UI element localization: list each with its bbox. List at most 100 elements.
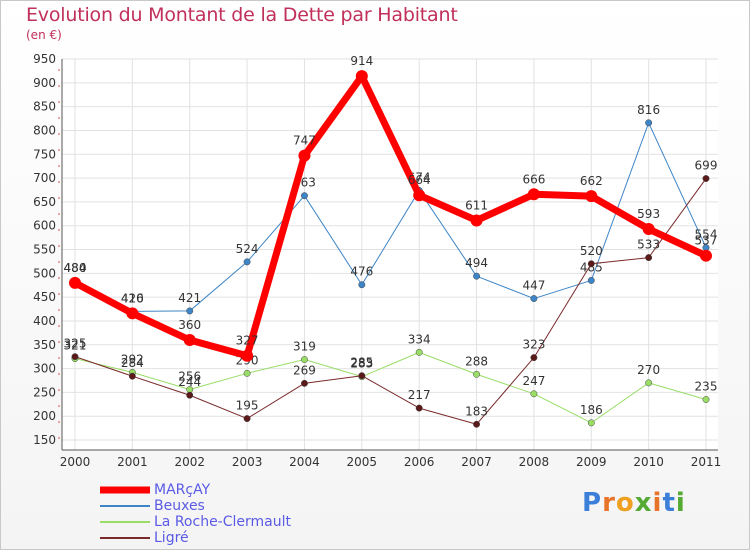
x-tick-label: 2009 [576, 455, 607, 469]
x-tick-label: 2010 [633, 455, 664, 469]
data-label-la-roche-clermault: 256 [178, 370, 201, 384]
proxiti-logo: Proxiti [582, 488, 686, 518]
logo-letter: P [582, 488, 603, 518]
data-point-ligr- [587, 260, 595, 268]
data-label-la-roche-clermault: 319 [293, 340, 316, 354]
data-label-la-roche-clermault: 270 [637, 363, 660, 377]
data-label-la-roche-clermault: 247 [522, 374, 545, 388]
y-tick-label: 500 [33, 266, 56, 280]
x-tick-label: 2000 [60, 455, 91, 469]
x-tick-label: 2002 [174, 455, 205, 469]
y-tick-label: 750 [33, 147, 56, 161]
series-line-ligr- [74, 178, 707, 425]
y-tick-label: 350 [33, 338, 56, 352]
legend-label: La Roche-Clermault [154, 514, 291, 530]
data-point-la-roche-clermault [587, 419, 595, 427]
data-label-ligr-: 520 [580, 244, 603, 258]
data-label-beuxes: 447 [522, 279, 545, 293]
data-label-mar-ay: 666 [522, 172, 545, 186]
data-label-mar-ay: 480 [64, 261, 87, 275]
x-tick-label: 2003 [232, 455, 263, 469]
data-point-beuxes [358, 281, 366, 289]
data-point-ligr- [358, 372, 366, 380]
data-label-la-roche-clermault: 186 [580, 403, 603, 417]
legend-swatch [100, 486, 150, 494]
data-label-beuxes: 485 [580, 260, 603, 274]
x-tick-label: 2001 [117, 455, 148, 469]
data-label-mar-ay: 593 [637, 207, 660, 221]
legend-label: Beuxes [154, 498, 205, 514]
y-tick-label: 800 [33, 123, 56, 137]
data-point-mar-ay [298, 149, 311, 162]
data-point-la-roche-clermault [301, 356, 308, 363]
data-label-beuxes: 476 [350, 265, 373, 279]
data-label-la-roche-clermault: 334 [408, 332, 431, 346]
logo-letter: x [634, 488, 653, 518]
legend-item-marcay: MARçAY [100, 482, 291, 498]
data-point-la-roche-clermault [415, 348, 423, 356]
data-point-ligr- [702, 175, 710, 182]
x-tick-label: 2006 [404, 455, 435, 469]
y-tick-label: 850 [33, 100, 56, 114]
data-point-la-roche-clermault [530, 390, 538, 398]
data-label-mar-ay: 662 [580, 174, 603, 188]
data-point-beuxes [186, 307, 194, 315]
y-tick-label: 900 [33, 76, 56, 90]
data-label-ligr-: 699 [695, 159, 718, 173]
data-label-la-roche-clermault: 235 [695, 380, 718, 394]
data-label-la-roche-clermault: 292 [121, 352, 144, 366]
data-label-ligr-: 183 [465, 404, 488, 418]
logo-letter: o [615, 488, 635, 518]
data-point-beuxes [301, 192, 308, 200]
data-label-mar-ay: 416 [121, 291, 144, 305]
legend-label: MARçAY [154, 482, 211, 498]
legend-label: Ligré [154, 530, 189, 546]
data-point-mar-ay [527, 188, 540, 201]
y-tick-label: 300 [33, 362, 56, 376]
chart-title: Evolution du Montant de la Dette par Hab… [26, 4, 458, 26]
data-label-mar-ay: 664 [408, 173, 431, 187]
data-point-mar-ay [355, 70, 368, 83]
data-point-mar-ay [585, 190, 598, 203]
y-tick-label: 650 [33, 195, 56, 209]
y-tick-label: 400 [33, 314, 56, 328]
legend-swatch [100, 537, 150, 539]
data-point-beuxes [587, 277, 595, 284]
x-tick-label: 2004 [289, 455, 320, 469]
legend-swatch [100, 521, 150, 523]
y-tick-label: 950 [33, 52, 56, 66]
x-tick-label: 2007 [461, 455, 492, 469]
data-point-ligr- [645, 254, 653, 262]
data-point-la-roche-clermault [702, 396, 710, 403]
data-point-mar-ay [470, 214, 483, 227]
data-point-beuxes [243, 258, 251, 266]
legend-item-la-roche-clermault: La Roche-Clermault [100, 514, 291, 530]
logo-letter: i [652, 488, 663, 518]
data-label-ligr-: 195 [236, 399, 259, 413]
data-label-mar-ay: 914 [350, 54, 373, 68]
data-label-ligr-: 323 [522, 338, 545, 352]
data-label-mar-ay: 747 [293, 134, 316, 148]
legend-item-beuxes: Beuxes [100, 498, 291, 514]
y-tick-label: 150 [33, 433, 56, 447]
chart-legend: MARçAY Beuxes La Roche-Clermault Ligré [100, 482, 291, 546]
data-label-la-roche-clermault: 321 [64, 339, 87, 353]
data-label-ligr-: 533 [637, 238, 660, 252]
x-tick-label: 2008 [519, 455, 550, 469]
series-line-beuxes [74, 122, 707, 312]
data-label-ligr-: 244 [178, 375, 201, 389]
data-point-ligr- [530, 354, 538, 362]
data-point-beuxes [530, 295, 538, 303]
y-tick-label: 700 [33, 171, 56, 185]
data-point-la-roche-clermault [473, 370, 480, 378]
data-label-mar-ay: 611 [465, 198, 488, 212]
data-point-la-roche-clermault [243, 369, 251, 377]
data-label-mar-ay: 360 [178, 318, 201, 332]
data-point-la-roche-clermault [645, 379, 653, 387]
logo-letter: r [602, 488, 616, 518]
data-label-beuxes: 816 [637, 103, 660, 117]
data-point-mar-ay [413, 189, 426, 202]
data-label-ligr-: 284 [121, 356, 144, 370]
data-label-beuxes: 494 [465, 256, 488, 270]
x-tick-label: 2005 [347, 455, 378, 469]
